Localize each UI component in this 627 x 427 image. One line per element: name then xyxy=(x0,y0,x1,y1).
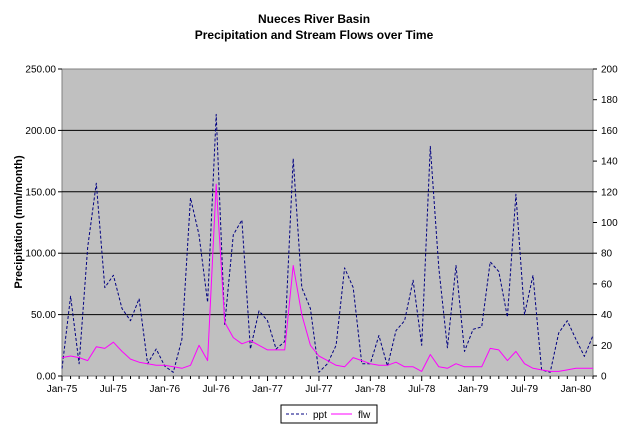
y2-tick-label: 200 xyxy=(601,65,618,76)
x-tick-label: Jan-75 xyxy=(47,384,78,395)
y2-tick-label: 60 xyxy=(601,279,613,290)
x-tick-label: Jul-76 xyxy=(203,384,231,395)
y2-tick-label: 180 xyxy=(601,95,618,106)
x-tick-label: Jan-80 xyxy=(561,384,592,395)
x-tick-label: Jan-76 xyxy=(149,384,180,395)
y-axis-title: Precipitation (mm/month) xyxy=(13,155,25,289)
legend-label-ppt: ppt xyxy=(313,410,327,421)
x-tick-label: Jul-79 xyxy=(511,384,539,395)
y2-tick-label: 160 xyxy=(601,126,618,137)
y2-tick-label: 140 xyxy=(601,157,618,168)
y2-tick-label: 0 xyxy=(601,372,607,383)
plot-area xyxy=(61,68,594,377)
x-tick-label: Jul-77 xyxy=(305,384,333,395)
y2-tick-label: 80 xyxy=(601,249,613,260)
x-tick-label: Jul-75 xyxy=(100,384,128,395)
y-tick-label: 200.00 xyxy=(25,126,56,137)
series-line-flw xyxy=(61,183,593,372)
x-tick-label: Jan-79 xyxy=(458,384,489,395)
y2-tick-label: 20 xyxy=(601,341,613,352)
y2-tick-label: 40 xyxy=(601,310,613,321)
chart-subtitle: Precipitation and Stream Flows over Time xyxy=(195,28,434,42)
series-line-ppt xyxy=(61,113,594,373)
legend-box xyxy=(280,404,378,424)
y-tick-label: 50.00 xyxy=(31,310,56,321)
y2-tick-label: 100 xyxy=(601,218,618,229)
x-tick-label: Jan-78 xyxy=(355,384,386,395)
y-tick-label: 100.00 xyxy=(25,249,56,260)
legend: ppt flw xyxy=(280,404,378,424)
y-tick-label: 250.00 xyxy=(25,65,56,76)
y-tick-label: 0.00 xyxy=(37,372,57,383)
y2-tick-label: 120 xyxy=(601,187,618,198)
x-tick-label: Jan-77 xyxy=(252,384,283,395)
legend-label-flw: flw xyxy=(358,410,371,421)
y-tick-label: 150.00 xyxy=(25,187,56,198)
chart-title: Nueces River Basin xyxy=(258,12,370,26)
x-tick-label: Jul-78 xyxy=(408,384,436,395)
